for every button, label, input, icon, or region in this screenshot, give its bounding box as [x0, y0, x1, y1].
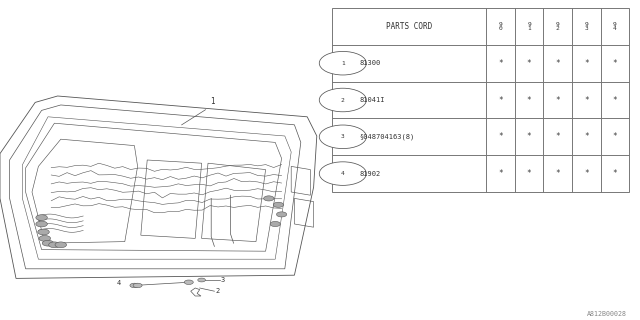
Text: 4: 4 — [341, 171, 345, 176]
Circle shape — [39, 236, 51, 241]
Text: 2: 2 — [341, 98, 345, 102]
Text: 9
3: 9 3 — [584, 22, 588, 31]
Circle shape — [55, 242, 67, 248]
Text: *: * — [499, 169, 503, 178]
Circle shape — [130, 283, 139, 288]
Text: *: * — [499, 59, 503, 68]
Circle shape — [319, 162, 366, 185]
Circle shape — [276, 212, 287, 217]
Text: 9
0: 9 0 — [499, 22, 502, 31]
Text: PARTS CORD: PARTS CORD — [386, 22, 432, 31]
Circle shape — [319, 88, 366, 112]
Circle shape — [36, 215, 47, 220]
Bar — [332, 8, 629, 192]
Text: *: * — [584, 95, 589, 105]
Circle shape — [184, 280, 193, 284]
Text: 4: 4 — [116, 280, 120, 286]
Circle shape — [264, 196, 274, 201]
Text: A812B00028: A812B00028 — [588, 311, 627, 317]
Text: *: * — [556, 59, 560, 68]
Circle shape — [36, 221, 47, 227]
Circle shape — [273, 202, 284, 207]
Circle shape — [49, 242, 60, 248]
Text: *: * — [584, 59, 589, 68]
Text: *: * — [584, 169, 589, 178]
Text: *: * — [527, 169, 531, 178]
Text: 81902: 81902 — [360, 171, 381, 177]
Circle shape — [42, 240, 54, 246]
Text: *: * — [612, 95, 617, 105]
Text: *: * — [499, 95, 503, 105]
Text: *: * — [612, 169, 617, 178]
Text: *: * — [584, 132, 589, 141]
Text: 1: 1 — [210, 97, 214, 106]
Text: 3: 3 — [221, 277, 225, 283]
Text: 1: 1 — [341, 61, 345, 66]
Text: *: * — [556, 132, 560, 141]
Text: *: * — [556, 95, 560, 105]
Circle shape — [319, 125, 366, 148]
Text: 2: 2 — [216, 288, 220, 294]
Circle shape — [319, 52, 366, 75]
Circle shape — [38, 229, 49, 235]
Text: *: * — [556, 169, 560, 178]
Text: *: * — [527, 59, 531, 68]
Text: 9
2: 9 2 — [556, 22, 559, 31]
Text: 81041I: 81041I — [360, 97, 385, 103]
Text: *: * — [499, 132, 503, 141]
Text: *: * — [612, 132, 617, 141]
Text: *: * — [527, 132, 531, 141]
Text: 9
4: 9 4 — [613, 22, 617, 31]
Text: *: * — [527, 95, 531, 105]
Text: 3: 3 — [341, 134, 345, 139]
Text: *: * — [612, 59, 617, 68]
Text: 9
1: 9 1 — [527, 22, 531, 31]
Text: 81300: 81300 — [360, 60, 381, 66]
Circle shape — [198, 278, 205, 282]
Circle shape — [270, 221, 280, 227]
Circle shape — [133, 283, 142, 288]
Text: §048704163(8): §048704163(8) — [360, 133, 415, 140]
